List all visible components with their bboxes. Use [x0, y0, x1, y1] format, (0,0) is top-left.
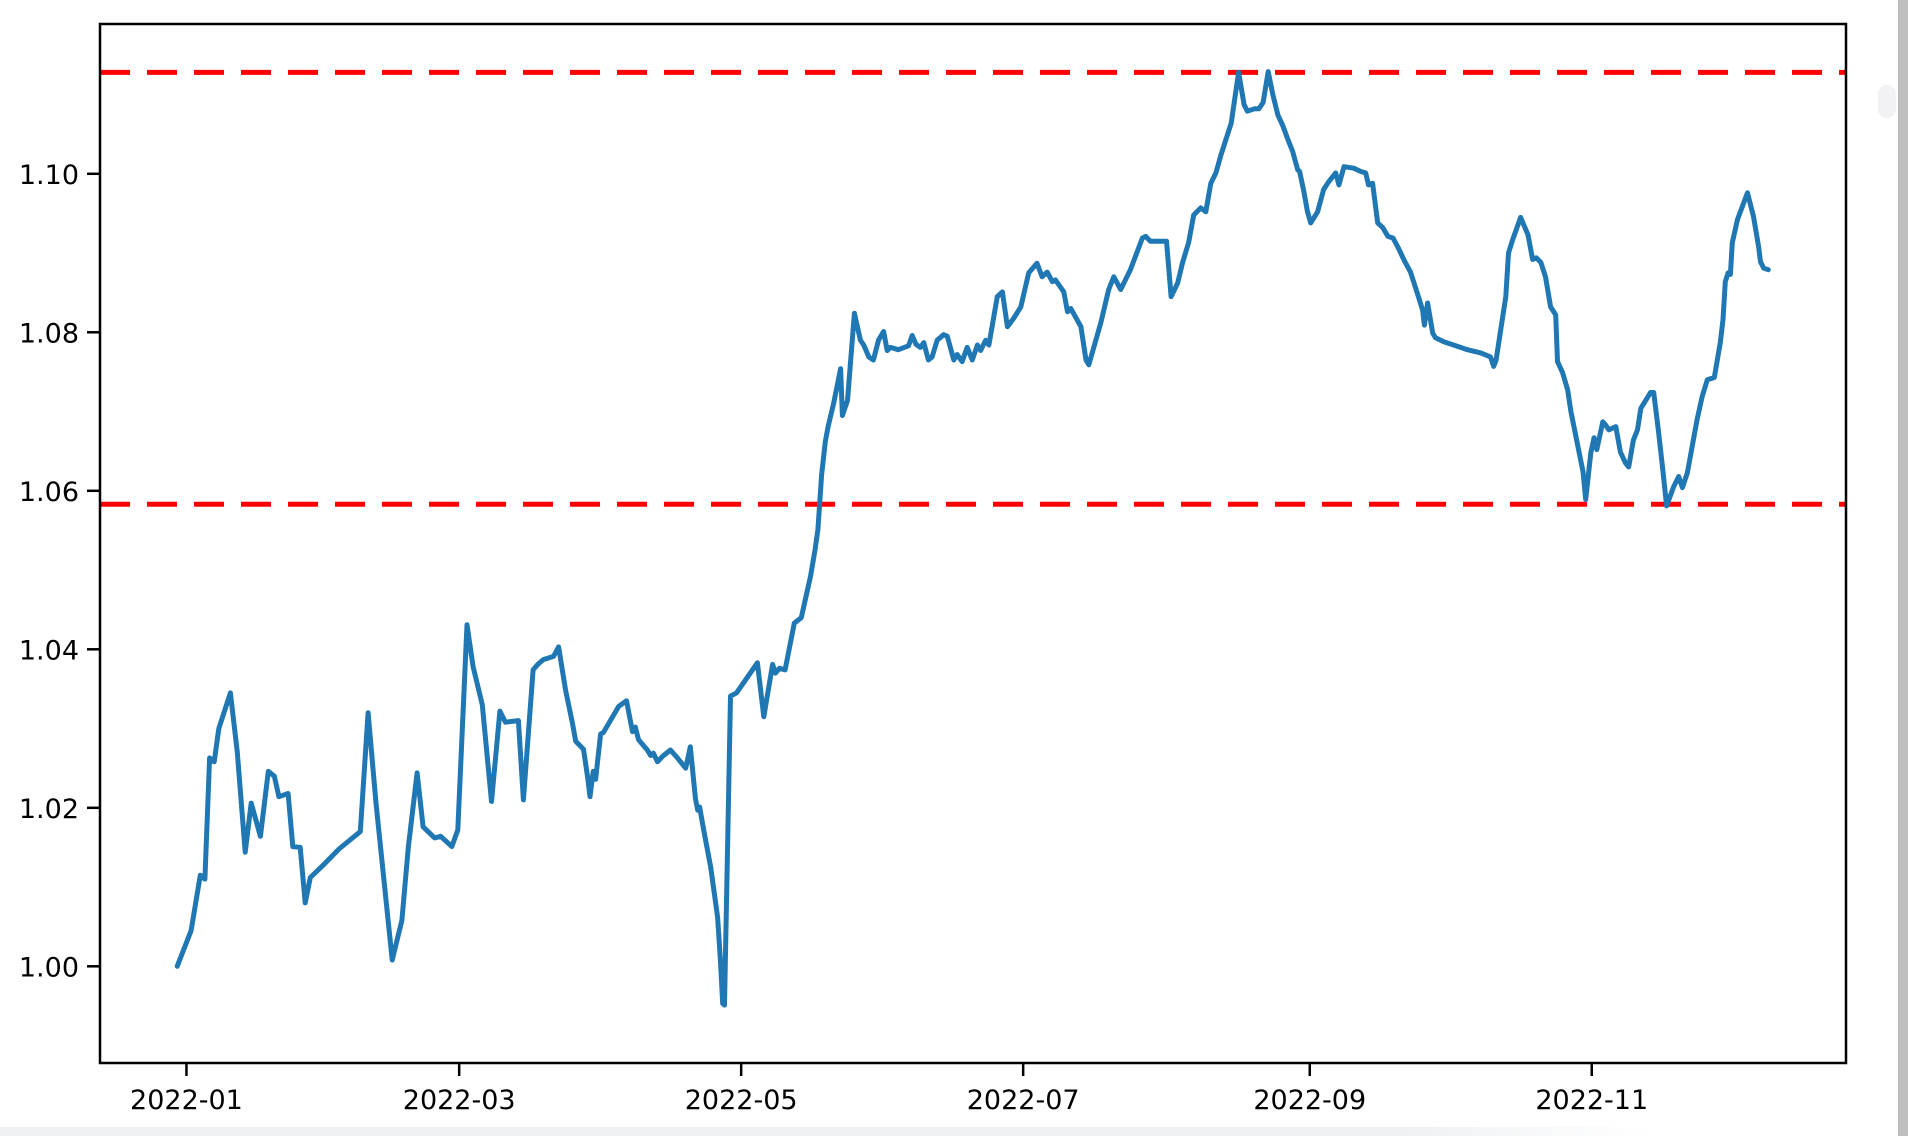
vertical-scrollbar-track[interactable]: [1898, 0, 1908, 1136]
tick-labels-layer: 2022-01 2022-03 2022-05 2022-07 2022-09 2022-…: [19, 160, 1648, 1116]
axes-layer: [87, 22, 1848, 1076]
y-tick-label: 1.08: [19, 318, 79, 349]
y-tick-label: 1.06: [19, 477, 79, 508]
x-tick-label: 2022-01: [130, 1085, 243, 1116]
x-tick-label: 2022-05: [685, 1085, 798, 1116]
bottom-edge-band: [0, 1127, 1650, 1136]
cumulative-value-2022-line: [174, 69, 1771, 1008]
y-tick-label: 1.04: [19, 635, 79, 666]
vertical-scrollbar-thumb[interactable]: [1878, 85, 1896, 118]
axes-spines: [98, 22, 1848, 1065]
x-tick-label: 2022-07: [967, 1085, 1080, 1116]
x-tick-label: 2022-09: [1253, 1085, 1366, 1116]
x-tick-label: 2022-03: [403, 1085, 516, 1116]
threshold-lines-layer: [100, 69, 1846, 507]
data-series-layer: [174, 69, 1771, 1008]
y-tick-label: 1.10: [19, 160, 79, 191]
y-tick-label: 1.02: [19, 794, 79, 825]
x-tick-label: 2022-11: [1535, 1085, 1648, 1116]
y-tick-label: 1.00: [19, 952, 79, 983]
